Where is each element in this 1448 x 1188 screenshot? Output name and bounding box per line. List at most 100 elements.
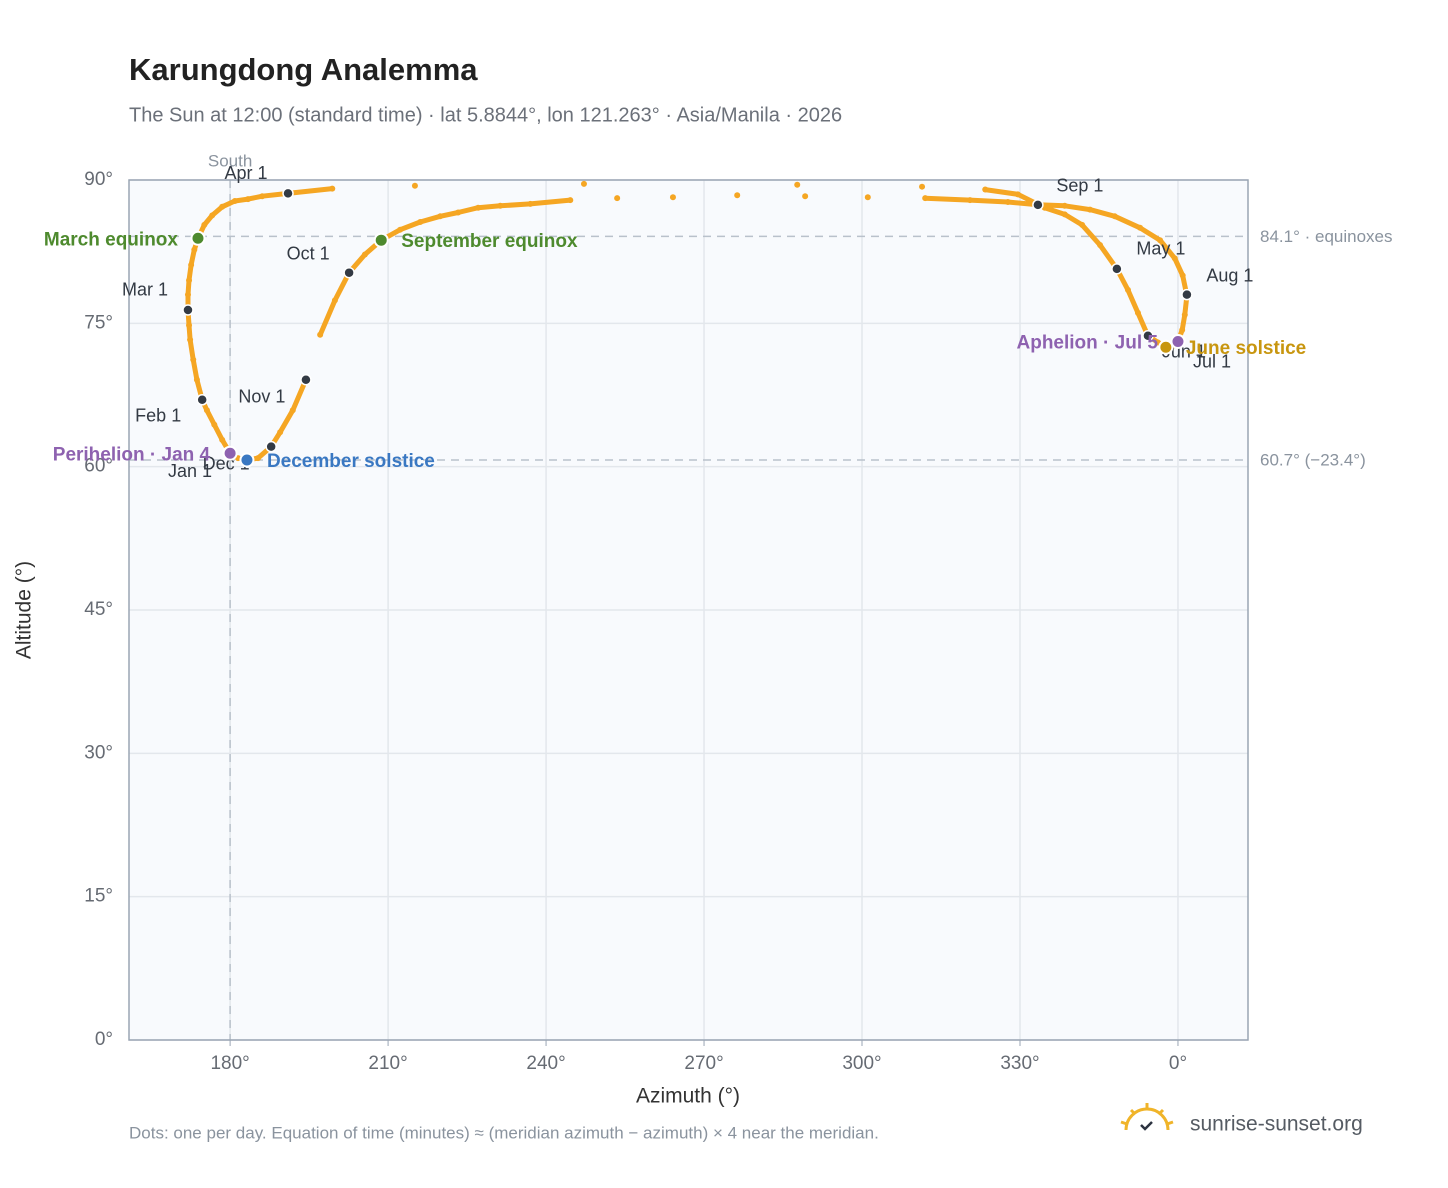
x-tick-label: 330° bbox=[1000, 1053, 1039, 1074]
daily-dot bbox=[184, 291, 191, 298]
daily-dot bbox=[966, 197, 973, 204]
month-marker bbox=[196, 394, 208, 406]
daily-dot bbox=[1079, 221, 1086, 228]
month-label: Apr 1 bbox=[225, 163, 268, 183]
plot-frame bbox=[128, 179, 1249, 1041]
event-label: March equinox bbox=[44, 229, 179, 250]
daily-dot bbox=[187, 336, 194, 343]
daily-dot bbox=[186, 277, 193, 284]
daily-dot bbox=[864, 194, 871, 201]
month-label: Feb 1 bbox=[135, 406, 181, 426]
daily-dot bbox=[245, 196, 252, 203]
daily-dot bbox=[1014, 191, 1021, 198]
x-tick-label: 210° bbox=[368, 1053, 407, 1074]
month-label: Oct 1 bbox=[287, 243, 330, 263]
daily-dot bbox=[1181, 311, 1188, 318]
event-label: Perihelion · Jan 4 bbox=[53, 444, 211, 465]
daily-dot bbox=[567, 197, 574, 204]
daily-dot bbox=[1137, 224, 1144, 231]
month-marker bbox=[300, 373, 312, 386]
daily-dot bbox=[411, 182, 418, 189]
x-axis-label: Azimuth (°) bbox=[636, 1085, 740, 1108]
daily-dot bbox=[203, 407, 210, 414]
event-marker bbox=[373, 232, 389, 248]
x-tick-label: 300° bbox=[842, 1053, 881, 1074]
daily-dot bbox=[190, 356, 197, 363]
month-marker bbox=[343, 266, 355, 279]
month-label: Jan 1 bbox=[168, 461, 212, 481]
daily-dot bbox=[255, 455, 262, 462]
brand: sunrise-sunset.org bbox=[1190, 1113, 1363, 1136]
daily-dot bbox=[1171, 255, 1178, 262]
chart-title: Karungdong Analemma bbox=[129, 52, 478, 87]
event-marker bbox=[1170, 333, 1186, 349]
y-tick-label: 45° bbox=[84, 599, 113, 620]
daily-dot bbox=[1157, 237, 1164, 244]
daily-dot bbox=[231, 198, 238, 205]
y-tick-label: 75° bbox=[84, 312, 113, 333]
daily-dot bbox=[397, 226, 404, 233]
reference-label: 84.1° · equinoxes bbox=[1260, 227, 1393, 246]
event-marker bbox=[190, 230, 206, 246]
daily-dot bbox=[1179, 272, 1186, 279]
daily-dot bbox=[1134, 309, 1141, 316]
event-marker bbox=[222, 445, 238, 461]
daily-dot bbox=[201, 221, 208, 228]
daily-dot bbox=[331, 297, 338, 304]
y-axis-label: Altitude (°) bbox=[13, 561, 36, 659]
footnote: Dots: one per day. Equation of time (min… bbox=[129, 1123, 879, 1142]
daily-dot bbox=[919, 183, 926, 190]
daily-dot bbox=[317, 331, 324, 338]
daily-dot bbox=[1179, 327, 1186, 334]
y-tick-label: 60° bbox=[84, 456, 113, 477]
meridian-label: South bbox=[208, 151, 252, 170]
daily-dot bbox=[1061, 202, 1068, 209]
chart-subtitle: The Sun at 12:00 (standard time) · lat 5… bbox=[129, 104, 842, 126]
x-tick-label: 240° bbox=[526, 1053, 565, 1074]
x-tick-label: 180° bbox=[210, 1053, 249, 1074]
daily-dot bbox=[191, 246, 198, 253]
daily-dot bbox=[669, 194, 676, 201]
event-label: September equinox bbox=[401, 231, 578, 252]
daily-dot bbox=[329, 185, 336, 192]
daily-dot bbox=[219, 436, 226, 443]
daily-dot bbox=[475, 204, 482, 211]
daily-dot bbox=[455, 209, 462, 216]
daily-dot bbox=[802, 193, 809, 200]
daily-dot bbox=[1061, 211, 1068, 218]
daily-dot bbox=[1004, 198, 1011, 205]
event-label: Aphelion · Jul 5 bbox=[1017, 333, 1159, 354]
daily-dot bbox=[437, 213, 444, 220]
month-marker bbox=[1032, 199, 1044, 211]
daily-dot bbox=[219, 203, 226, 210]
y-tick-label: 15° bbox=[84, 886, 113, 907]
daily-dot bbox=[289, 407, 296, 414]
month-label: Nov 1 bbox=[238, 386, 285, 406]
daily-dot bbox=[1087, 206, 1094, 213]
daily-dot bbox=[259, 193, 266, 200]
daily-dot bbox=[1111, 213, 1118, 220]
y-tick-label: 90° bbox=[84, 169, 113, 190]
daily-dot bbox=[361, 251, 368, 258]
daily-dot bbox=[614, 195, 621, 202]
daily-dot bbox=[527, 200, 534, 207]
daily-dot bbox=[580, 180, 587, 187]
event-label: June solstice bbox=[1186, 338, 1306, 359]
month-label: Aug 1 bbox=[1206, 265, 1253, 285]
daily-dot bbox=[1097, 241, 1104, 248]
month-marker bbox=[182, 304, 194, 316]
month-label: Sep 1 bbox=[1056, 176, 1103, 196]
month-label: Dec 1 bbox=[203, 453, 250, 473]
daily-dot bbox=[1124, 286, 1131, 293]
daily-dot bbox=[186, 322, 193, 329]
daily-dot bbox=[794, 181, 801, 188]
daily-dot bbox=[417, 219, 424, 226]
daily-dot bbox=[734, 192, 741, 199]
event-label: December solstice bbox=[267, 451, 435, 472]
daily-dot bbox=[497, 202, 504, 209]
daily-dot bbox=[188, 262, 195, 269]
event-marker bbox=[239, 452, 255, 468]
daily-dot bbox=[193, 376, 200, 383]
month-label: Mar 1 bbox=[122, 280, 168, 300]
month-label: Jul 1 bbox=[1193, 351, 1231, 371]
